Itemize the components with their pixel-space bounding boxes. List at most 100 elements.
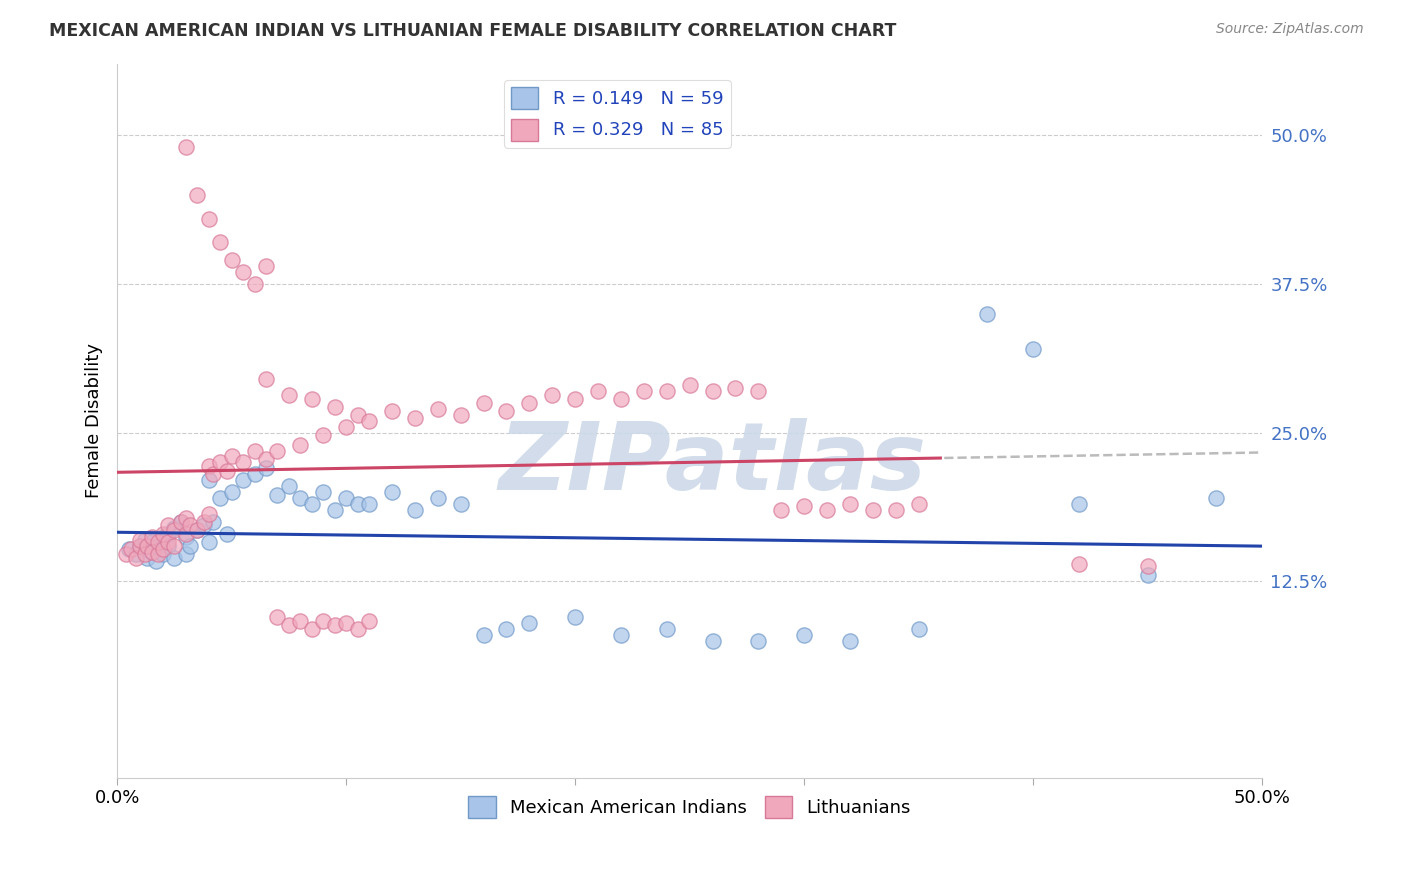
Point [357, 414, 380, 428]
Point [1067, 557, 1090, 571]
Point [426, 491, 449, 505]
Text: ZIPatlas: ZIPatlas [499, 417, 927, 509]
Point [357, 497, 380, 511]
Point [426, 401, 449, 416]
Point [221, 485, 243, 500]
Point [862, 503, 884, 517]
Point [124, 550, 146, 565]
Point [156, 535, 179, 549]
Point [277, 479, 299, 493]
Point [381, 485, 404, 500]
Point [170, 515, 193, 529]
Point [1136, 568, 1159, 582]
Point [838, 497, 860, 511]
Point [156, 518, 179, 533]
Point [323, 618, 346, 632]
Point [472, 396, 495, 410]
Point [357, 614, 380, 628]
Point [129, 533, 152, 547]
Point [335, 419, 357, 434]
Point [323, 503, 346, 517]
Point [148, 539, 170, 553]
Point [266, 487, 288, 501]
Point [115, 547, 138, 561]
Point [193, 518, 215, 533]
Point [174, 530, 197, 544]
Point [724, 380, 747, 394]
Point [174, 140, 197, 154]
Point [209, 455, 232, 469]
Point [381, 404, 404, 418]
Point [541, 387, 564, 401]
Point [134, 547, 156, 561]
Point [145, 554, 167, 568]
Y-axis label: Female Disability: Female Disability [86, 343, 103, 499]
Point [186, 187, 208, 202]
Point [163, 523, 186, 537]
Point [702, 384, 724, 398]
Point [136, 539, 159, 553]
Point [770, 503, 793, 517]
Point [633, 384, 655, 398]
Point [976, 307, 998, 321]
Text: Source: ZipAtlas.com: Source: ZipAtlas.com [1216, 22, 1364, 37]
Point [277, 387, 299, 401]
Point [564, 610, 586, 624]
Point [134, 533, 156, 547]
Point [174, 511, 197, 525]
Point [186, 523, 208, 537]
Point [517, 615, 540, 630]
Point [907, 497, 929, 511]
Point [346, 622, 368, 636]
Point [120, 542, 142, 557]
Point [702, 633, 724, 648]
Point [907, 622, 929, 636]
Point [290, 491, 312, 505]
Point [202, 467, 225, 482]
Point [197, 473, 219, 487]
Point [156, 539, 179, 553]
Point [217, 526, 239, 541]
Point [141, 535, 163, 549]
Point [838, 633, 860, 648]
Point [586, 384, 609, 398]
Point [232, 455, 254, 469]
Point [312, 485, 335, 500]
Point [129, 539, 152, 553]
Point [152, 526, 174, 541]
Point [197, 507, 219, 521]
Point [678, 378, 700, 392]
Point [186, 523, 208, 537]
Point [243, 443, 266, 458]
Point [117, 542, 139, 557]
Point [202, 515, 225, 529]
Point [156, 526, 179, 541]
Point [148, 535, 170, 549]
Point [148, 547, 170, 561]
Point [232, 473, 254, 487]
Point [335, 615, 357, 630]
Point [197, 458, 219, 473]
Point [312, 428, 335, 442]
Point [301, 622, 323, 636]
Point [747, 384, 769, 398]
Point [163, 539, 186, 553]
Point [152, 547, 174, 561]
Point [884, 503, 907, 517]
Point [404, 503, 426, 517]
Point [179, 539, 201, 553]
Point [254, 461, 277, 475]
Point [312, 614, 335, 628]
Point [472, 628, 495, 642]
Point [450, 408, 472, 422]
Point [209, 235, 232, 250]
Point [124, 547, 146, 561]
Point [323, 400, 346, 414]
Point [163, 550, 186, 565]
Point [152, 542, 174, 557]
Point [290, 614, 312, 628]
Point [141, 530, 163, 544]
Point [209, 491, 232, 505]
Point [793, 500, 815, 514]
Point [1205, 491, 1227, 505]
